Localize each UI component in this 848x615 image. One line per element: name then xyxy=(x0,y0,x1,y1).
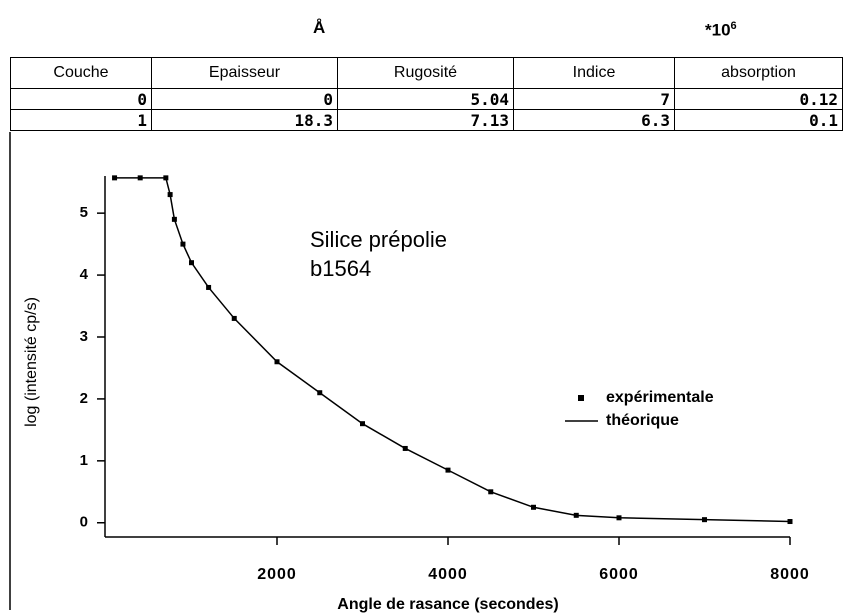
cell: 18.3 xyxy=(151,109,338,131)
legend-label: théorique xyxy=(606,412,679,429)
y-tick-label: 1 xyxy=(80,452,88,469)
cell: 0.1 xyxy=(674,109,843,131)
y-tick-label: 2 xyxy=(80,390,88,407)
y-tick-label: 0 xyxy=(80,514,88,531)
x-tick-label: 2000 xyxy=(257,566,297,583)
unit-thickness: Å xyxy=(313,18,326,37)
x-tick-label: 4000 xyxy=(428,566,468,583)
unit-base: *10 xyxy=(705,20,731,40)
unit-exponent: 6 xyxy=(730,20,737,32)
annotation: Silice prépolie xyxy=(310,227,447,252)
theory-line xyxy=(114,177,791,523)
y-axis-label: log (intensité cp/s) xyxy=(23,297,40,427)
col-header: Epaisseur xyxy=(151,57,338,89)
legend-label: expérimentale xyxy=(606,389,714,406)
legend-marker xyxy=(578,395,584,401)
cell: 6.3 xyxy=(513,109,675,131)
col-header: absorption xyxy=(674,57,843,89)
y-tick-label: 3 xyxy=(80,328,88,345)
layer-table: Couche Epaisseur Rugosité Indice absorpt… xyxy=(10,57,843,131)
y-tick-label: 5 xyxy=(80,204,88,221)
unit-index: *106 xyxy=(705,20,737,41)
cell: 7.13 xyxy=(337,109,514,131)
annotation: b1564 xyxy=(310,256,371,281)
x-tick-label: 6000 xyxy=(599,566,639,583)
y-tick-label: 4 xyxy=(80,266,89,283)
x-axis-label: Angle de rasance (secondes) xyxy=(337,596,558,613)
col-header: Indice xyxy=(513,57,675,89)
x-tick-label: 8000 xyxy=(770,566,810,583)
